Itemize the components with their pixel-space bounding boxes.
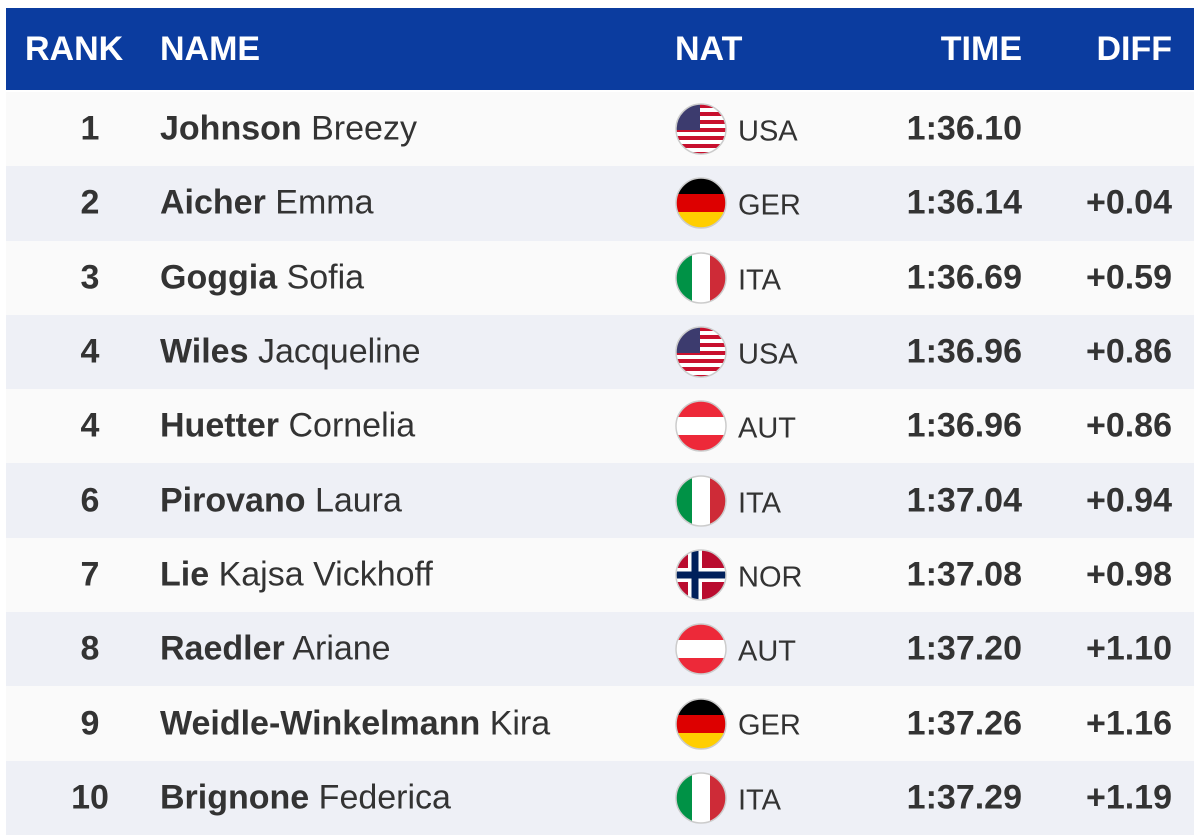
- result-row: 4 Wiles Jacqueline USA 1:36.96 +0.86: [6, 314, 1194, 390]
- surname: Lie: [160, 555, 210, 594]
- surname: Raedler: [160, 629, 285, 668]
- given-name: Cornelia: [288, 406, 416, 445]
- nat-header: NAT: [675, 30, 743, 68]
- given-name: Kira: [489, 704, 551, 743]
- given-name: Jacqueline: [257, 332, 421, 371]
- given-name: Ariane: [292, 629, 391, 668]
- rank: 10: [71, 778, 109, 817]
- given-name: Laura: [314, 481, 402, 520]
- nation: ITA: [738, 264, 781, 297]
- rank: 8: [80, 629, 100, 668]
- surname: Huetter: [160, 406, 280, 445]
- result-row: 7 Lie Kajsa Vickhoff NOR 1:37.08 +0.98: [6, 537, 1194, 613]
- nation: ITA: [738, 784, 781, 817]
- diff: +1.16: [1085, 704, 1172, 743]
- flag: [674, 474, 728, 528]
- nation: AUT: [738, 635, 796, 668]
- surname: Johnson: [160, 109, 302, 148]
- diff: +0.04: [1085, 183, 1172, 222]
- surname: Weidle-Winkelmann: [160, 704, 481, 743]
- rank: 3: [80, 258, 100, 297]
- nation: USA: [738, 115, 798, 148]
- flag: [674, 325, 728, 379]
- rank: 7: [80, 555, 100, 594]
- rank: 4: [80, 406, 100, 445]
- nation: USA: [738, 338, 798, 371]
- athlete-name: Weidle-Winkelmann Kira: [160, 704, 550, 743]
- time: 1:36.96: [906, 332, 1022, 371]
- result-row: 6 Pirovano Laura ITA 1:37.04 +0.94: [6, 463, 1194, 538]
- athlete-name: Aicher Emma: [160, 184, 374, 223]
- athlete-name: Goggia Sofia: [160, 258, 364, 297]
- results-table: 1 Johnson Breezy USA 1:36.10 2 Aicher Emma GE…: [6, 92, 1194, 835]
- rank: 9: [80, 704, 100, 743]
- result-row: 4 Huetter Cornelia AUT 1:36.96 +0.86: [6, 389, 1194, 464]
- time-header: TIME: [940, 30, 1022, 68]
- time: 1:36.69: [906, 258, 1022, 297]
- diff: +0.98: [1085, 555, 1172, 594]
- surname: Aicher: [160, 183, 266, 222]
- surname: Wiles: [160, 332, 249, 371]
- result-row: 1 Johnson Breezy USA 1:36.10: [6, 92, 1194, 167]
- diff-header: DIFF: [1096, 30, 1172, 68]
- given-name: Kajsa Vickhoff: [218, 555, 433, 594]
- time: 1:37.20: [906, 629, 1022, 668]
- rank-header: RANK: [25, 30, 124, 68]
- surname: Goggia: [160, 258, 278, 297]
- diff: +0.86: [1085, 332, 1172, 371]
- name-header: NAME: [160, 30, 261, 68]
- athlete-name: Pirovano Laura: [160, 481, 402, 520]
- nation: ITA: [738, 487, 781, 520]
- flag: [674, 176, 728, 230]
- nation: AUT: [738, 412, 796, 445]
- time: 1:37.08: [906, 555, 1022, 594]
- diff: +1.19: [1085, 778, 1172, 817]
- result-row: 2 Aicher Emma GER 1:36.14 +0.04: [6, 166, 1194, 241]
- diff: +0.94: [1085, 481, 1172, 520]
- result-row: 9 Weidle-Winkelmann Kira GER 1:37.26 +1.16: [6, 686, 1194, 761]
- flag: [674, 102, 728, 156]
- flag: [674, 697, 728, 751]
- given-name: Breezy: [311, 109, 417, 148]
- nation: GER: [738, 709, 801, 742]
- nation: GER: [738, 189, 801, 222]
- athlete-name: Huetter Cornelia: [160, 407, 415, 446]
- nation: NOR: [738, 561, 803, 594]
- time: 1:36.10: [906, 109, 1022, 148]
- time: 1:37.29: [906, 778, 1022, 817]
- given-name: Federica: [318, 778, 451, 817]
- rank: 6: [80, 481, 100, 520]
- flag: [674, 548, 728, 602]
- diff: +0.86: [1085, 406, 1172, 445]
- diff: +0.59: [1085, 258, 1172, 297]
- given-name: Sofia: [286, 258, 365, 297]
- surname: Pirovano: [160, 481, 306, 520]
- result-row: 8 Raedler Ariane AUT 1:37.20 +1.10: [6, 612, 1194, 687]
- rank: 2: [80, 183, 100, 222]
- athlete-name: Brignone Federica: [160, 778, 451, 817]
- result-row: 10 Brignone Federica ITA 1:37.29 +1.19: [6, 760, 1194, 835]
- time: 1:37.04: [906, 481, 1022, 520]
- flag: [674, 771, 728, 825]
- time: 1:36.96: [906, 406, 1022, 445]
- flag: [674, 399, 728, 453]
- athlete-name: Raedler Ariane: [160, 630, 391, 669]
- time: 1:36.14: [906, 183, 1022, 222]
- athlete-name: Lie Kajsa Vickhoff: [160, 555, 433, 594]
- diff: +1.10: [1085, 629, 1172, 668]
- surname: Brignone: [160, 778, 310, 817]
- flag: [674, 622, 728, 676]
- rank: 1: [80, 109, 100, 148]
- table-header: RANK NAME NAT TIME DIFF: [6, 8, 1194, 90]
- time: 1:37.26: [906, 704, 1022, 743]
- flag: [674, 251, 728, 305]
- rank: 4: [80, 332, 100, 371]
- given-name: Emma: [275, 183, 374, 222]
- athlete-name: Johnson Breezy: [160, 110, 417, 149]
- athlete-name: Wiles Jacqueline: [160, 333, 421, 372]
- result-row: 3 Goggia Sofia ITA 1:36.69 +0.59: [6, 240, 1194, 315]
